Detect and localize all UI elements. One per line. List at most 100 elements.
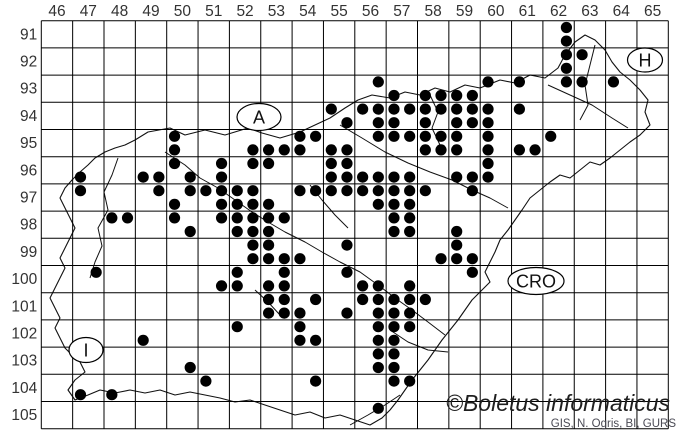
- occurrence-dot: [482, 103, 494, 115]
- occurrence-dot: [388, 293, 400, 306]
- occurrence-dot: [560, 49, 573, 61]
- occurrence-dot: [388, 361, 400, 374]
- occurrence-dot: [419, 89, 431, 102]
- occurrence-dot: [231, 185, 243, 197]
- occurrence-dot: [247, 185, 259, 197]
- country-label-A: A: [236, 102, 282, 132]
- grid-column-label: 62: [550, 3, 567, 20]
- occurrence-dot: [388, 212, 400, 224]
- occurrence-dot: [545, 130, 557, 142]
- country-label-I: I: [68, 336, 104, 364]
- occurrence-dot: [231, 212, 243, 224]
- grid-column-label: 55: [331, 3, 348, 20]
- occurrence-dot: [388, 348, 400, 360]
- occurrence-dot: [466, 266, 478, 278]
- occurrence-dot: [262, 293, 275, 306]
- occurrence-dot: [74, 389, 87, 401]
- occurrence-dot: [247, 253, 259, 265]
- occurrence-dot: [247, 144, 259, 156]
- occurrence-dot: [372, 361, 384, 374]
- occurrence-dot: [388, 185, 400, 197]
- occurrence-dot: [325, 103, 337, 115]
- grid-column-label: 64: [613, 3, 631, 20]
- occurrence-dot: [404, 171, 416, 183]
- grid-column-label: 56: [362, 3, 379, 20]
- occurrence-dot: [560, 35, 573, 47]
- occurrence-dot: [404, 130, 416, 142]
- credits-text: GIS, N. Ogris, BI, GURS: [551, 418, 677, 430]
- occurrence-dot: [560, 76, 573, 88]
- occurrence-dot: [372, 76, 384, 88]
- occurrence-dot: [404, 198, 416, 210]
- occurrence-dot: [137, 334, 149, 346]
- occurrence-dot: [435, 103, 447, 115]
- grid-column-label: 60: [487, 3, 505, 20]
- grid-row-label: 95: [20, 135, 37, 152]
- occurrence-dot: [513, 76, 525, 88]
- copyright-text: ©Boletus informaticus: [446, 390, 671, 416]
- occurrence-dot: [404, 307, 416, 319]
- occurrence-dot: [262, 157, 275, 170]
- occurrence-dot: [310, 185, 322, 197]
- grid-row-label: 98: [20, 217, 37, 234]
- occurrence-dot: [325, 185, 337, 197]
- country-label-text: CRO: [516, 271, 556, 291]
- occurrence-dot: [404, 212, 416, 224]
- occurrence-dot: [262, 212, 275, 224]
- occurrence-dot: [372, 117, 384, 129]
- occurrence-dot: [278, 253, 290, 265]
- occurrence-dot: [341, 117, 353, 129]
- occurrence-dot: [435, 144, 447, 156]
- occurrence-dot: [419, 144, 431, 156]
- river-line: [339, 124, 509, 209]
- occurrence-dot: [372, 321, 384, 333]
- occurrence-dot: [294, 321, 306, 333]
- occurrence-dot: [247, 225, 259, 238]
- occurrence-dot: [419, 117, 431, 129]
- occurrence-dot: [294, 185, 306, 197]
- occurrence-dot: [607, 76, 620, 88]
- occurrence-dot: [451, 89, 463, 102]
- occurrence-dot: [278, 144, 290, 156]
- occurrence-dot: [325, 171, 337, 183]
- occurrence-dot: [106, 212, 118, 224]
- occurrence-dot: [419, 293, 431, 306]
- occurrence-dot: [466, 89, 478, 102]
- grid-column-label: 50: [174, 3, 192, 20]
- occurrence-dot: [310, 334, 322, 346]
- occurrence-dot: [215, 185, 228, 197]
- grid-column-label: 57: [393, 3, 410, 20]
- country-label-text: A: [253, 107, 265, 127]
- occurrence-dot: [466, 103, 478, 115]
- country-label-ellipse: [68, 336, 104, 364]
- grid-column-label: 49: [142, 3, 159, 20]
- occurrence-dot: [262, 239, 275, 251]
- country-label-ellipse: [626, 47, 664, 73]
- occurrence-dot: [372, 280, 384, 292]
- occurrence-dot: [419, 130, 431, 142]
- grid-row-label: 103: [11, 353, 37, 370]
- occurrence-dot: [231, 225, 243, 238]
- occurrence-dot: [247, 198, 259, 210]
- occurrence-dot: [372, 130, 384, 142]
- occurrence-dot: [419, 103, 431, 115]
- occurrence-dot: [388, 171, 400, 183]
- country-label-text: H: [639, 50, 652, 70]
- occurrence-dot: [388, 103, 400, 115]
- occurrence-dot: [215, 171, 228, 183]
- occurrence-dot: [419, 185, 431, 197]
- occurrence-dot: [278, 307, 290, 319]
- grid-column-label: 48: [111, 3, 128, 20]
- occurrence-dot: [168, 212, 181, 224]
- occurrence-dot: [294, 144, 306, 156]
- grid-column-label: 47: [80, 3, 97, 20]
- occurrence-dot: [388, 130, 400, 142]
- occurrence-dot: [153, 185, 165, 197]
- occurrence-dot: [372, 348, 384, 360]
- occurrence-dot: [357, 293, 369, 306]
- occurrence-dot: [153, 171, 165, 183]
- occurrence-dot: [451, 117, 463, 129]
- occurrence-dot: [310, 130, 322, 142]
